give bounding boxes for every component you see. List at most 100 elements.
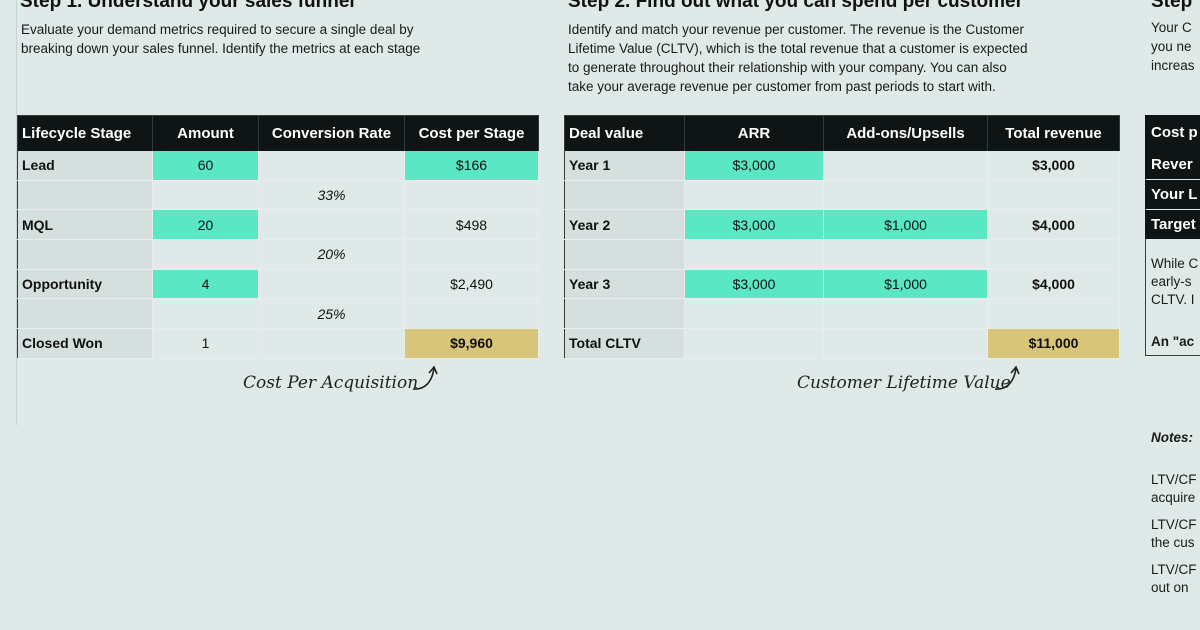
left-divider	[16, 0, 17, 425]
stage-cell[interactable]: Opportunity	[17, 269, 153, 300]
rate-cell[interactable]: 33%	[258, 180, 405, 211]
curved-arrow-icon	[994, 365, 1020, 390]
total-revenue-cell[interactable]: $3,000	[987, 150, 1120, 181]
table-row	[564, 298, 1120, 330]
arr-cell[interactable]	[684, 328, 824, 359]
addon-cell[interactable]: $1,000	[823, 209, 988, 241]
cost-cell[interactable]	[404, 239, 539, 270]
step3-desc-line: you ne	[1151, 39, 1192, 54]
rate-cell[interactable]	[258, 328, 405, 359]
total-revenue-cell[interactable]	[987, 298, 1120, 330]
step3-row-label[interactable]: Target	[1145, 210, 1200, 239]
cost-cell[interactable]	[404, 298, 539, 330]
arr-cell[interactable]	[684, 180, 824, 211]
header-total-revenue: Total revenue	[987, 115, 1120, 151]
step1-desc-line: breaking down your sales funnel. Identif…	[21, 41, 421, 56]
total-revenue-cell[interactable]	[987, 239, 1120, 270]
header-lifecycle-stage: Lifecycle Stage	[17, 115, 153, 151]
step3-panel: Step Your C you ne increas Cost p Rever …	[1145, 0, 1200, 630]
table-row: Year 3 $3,000 $1,000 $4,000	[564, 269, 1120, 300]
table-row: 25%	[17, 298, 539, 330]
table-row: Opportunity 4 $2,490	[17, 269, 539, 300]
total-revenue-cell[interactable]: $4,000	[987, 209, 1120, 241]
total-revenue-cell[interactable]: $4,000	[987, 269, 1120, 300]
cost-cell[interactable]: $2,490	[404, 269, 539, 300]
table-row: Closed Won 1 $9,960	[17, 328, 539, 359]
step3-desc-line: Your C	[1151, 20, 1192, 35]
table-row: Year 2 $3,000 $1,000 $4,000	[564, 209, 1120, 241]
amount-cell[interactable]: 4	[152, 269, 259, 300]
table-row: MQL 20 $498	[17, 209, 539, 241]
rate-cell[interactable]	[258, 150, 405, 181]
header-deal-value: Deal value	[564, 115, 685, 151]
curved-arrow-icon	[412, 365, 438, 390]
step2-title: Step 2. Find out what you can spend per …	[568, 0, 1024, 12]
step3-row-label[interactable]: Your L	[1145, 180, 1200, 209]
step2-desc-line: to generate throughout their relationshi…	[568, 60, 1007, 75]
rate-cell[interactable]	[258, 209, 405, 241]
year-cell[interactable]: Year 2	[564, 209, 685, 241]
arr-cell[interactable]: $3,000	[684, 209, 824, 241]
cost-per-acquisition-annotation: Cost Per Acquisition	[243, 373, 419, 393]
amount-cell[interactable]	[152, 239, 259, 270]
step3-desc-line: increas	[1151, 58, 1195, 73]
year-cell[interactable]: Year 3	[564, 269, 685, 300]
amount-cell[interactable]: 20	[152, 209, 259, 241]
arr-cell[interactable]: $3,000	[684, 269, 824, 300]
year-cell[interactable]: Total CLTV	[564, 328, 685, 359]
year-cell[interactable]	[564, 239, 685, 270]
sales-funnel-table: Lifecycle Stage Amount Conversion Rate C…	[17, 115, 539, 359]
addon-cell[interactable]	[823, 298, 988, 330]
addon-cell[interactable]: $1,000	[823, 269, 988, 300]
step3-para-line: CLTV. I	[1151, 292, 1195, 307]
cost-cell[interactable]	[404, 180, 539, 211]
year-cell[interactable]	[564, 298, 685, 330]
rate-cell[interactable]: 20%	[258, 239, 405, 270]
header-arr: ARR	[684, 115, 824, 151]
step3-para-line: early-s	[1151, 274, 1192, 289]
header-addons-upsells: Add-ons/Upsells	[823, 115, 988, 151]
total-cltv-cell[interactable]: $11,000	[987, 328, 1120, 359]
arr-cell[interactable]: $3,000	[684, 150, 824, 181]
amount-cell[interactable]	[152, 298, 259, 330]
cost-per-acquisition-cell[interactable]: $9,960	[404, 328, 539, 359]
table-row: Lead 60 $166	[17, 150, 539, 181]
stage-cell[interactable]: Closed Won	[17, 328, 153, 359]
arr-cell[interactable]	[684, 298, 824, 330]
step3-row-label[interactable]: Rever	[1145, 150, 1200, 179]
rate-cell[interactable]	[258, 269, 405, 300]
notes-label: Notes:	[1151, 430, 1194, 445]
cost-cell[interactable]: $498	[404, 209, 539, 241]
addon-cell[interactable]	[823, 150, 988, 181]
stage-cell[interactable]	[17, 239, 153, 270]
table-row	[564, 239, 1120, 270]
step3-header: Cost p	[1145, 115, 1200, 150]
notes-line: LTV/CF	[1151, 472, 1197, 487]
rate-cell[interactable]: 25%	[258, 298, 405, 330]
stage-cell[interactable]: Lead	[17, 150, 153, 181]
addon-cell[interactable]	[823, 180, 988, 211]
notes-line: LTV/CF	[1151, 562, 1197, 577]
notes-line: the cus	[1151, 535, 1195, 550]
table-row: Year 1 $3,000 $3,000	[564, 150, 1120, 181]
header-conversion-rate: Conversion Rate	[258, 115, 405, 151]
cost-cell[interactable]: $166	[404, 150, 539, 181]
amount-cell[interactable]: 60	[152, 150, 259, 181]
year-cell[interactable]	[564, 180, 685, 211]
amount-cell[interactable]: 1	[152, 328, 259, 359]
total-revenue-cell[interactable]	[987, 180, 1120, 211]
amount-cell[interactable]	[152, 180, 259, 211]
step3-bold-line: An "ac	[1151, 334, 1195, 349]
header-cost-per-stage: Cost per Stage	[404, 115, 539, 151]
addon-cell[interactable]	[823, 328, 988, 359]
stage-cell[interactable]	[17, 180, 153, 211]
stage-cell[interactable]: MQL	[17, 209, 153, 241]
step2-desc-line: Lifetime Value (CLTV), which is the tota…	[568, 41, 1028, 56]
step3-para-line: While C	[1151, 256, 1199, 271]
addon-cell[interactable]	[823, 239, 988, 270]
step2-description: Identify and match your revenue per cust…	[568, 20, 1027, 96]
stage-cell[interactable]	[17, 298, 153, 330]
arr-cell[interactable]	[684, 239, 824, 270]
table-row: 33%	[17, 180, 539, 211]
year-cell[interactable]: Year 1	[564, 150, 685, 181]
